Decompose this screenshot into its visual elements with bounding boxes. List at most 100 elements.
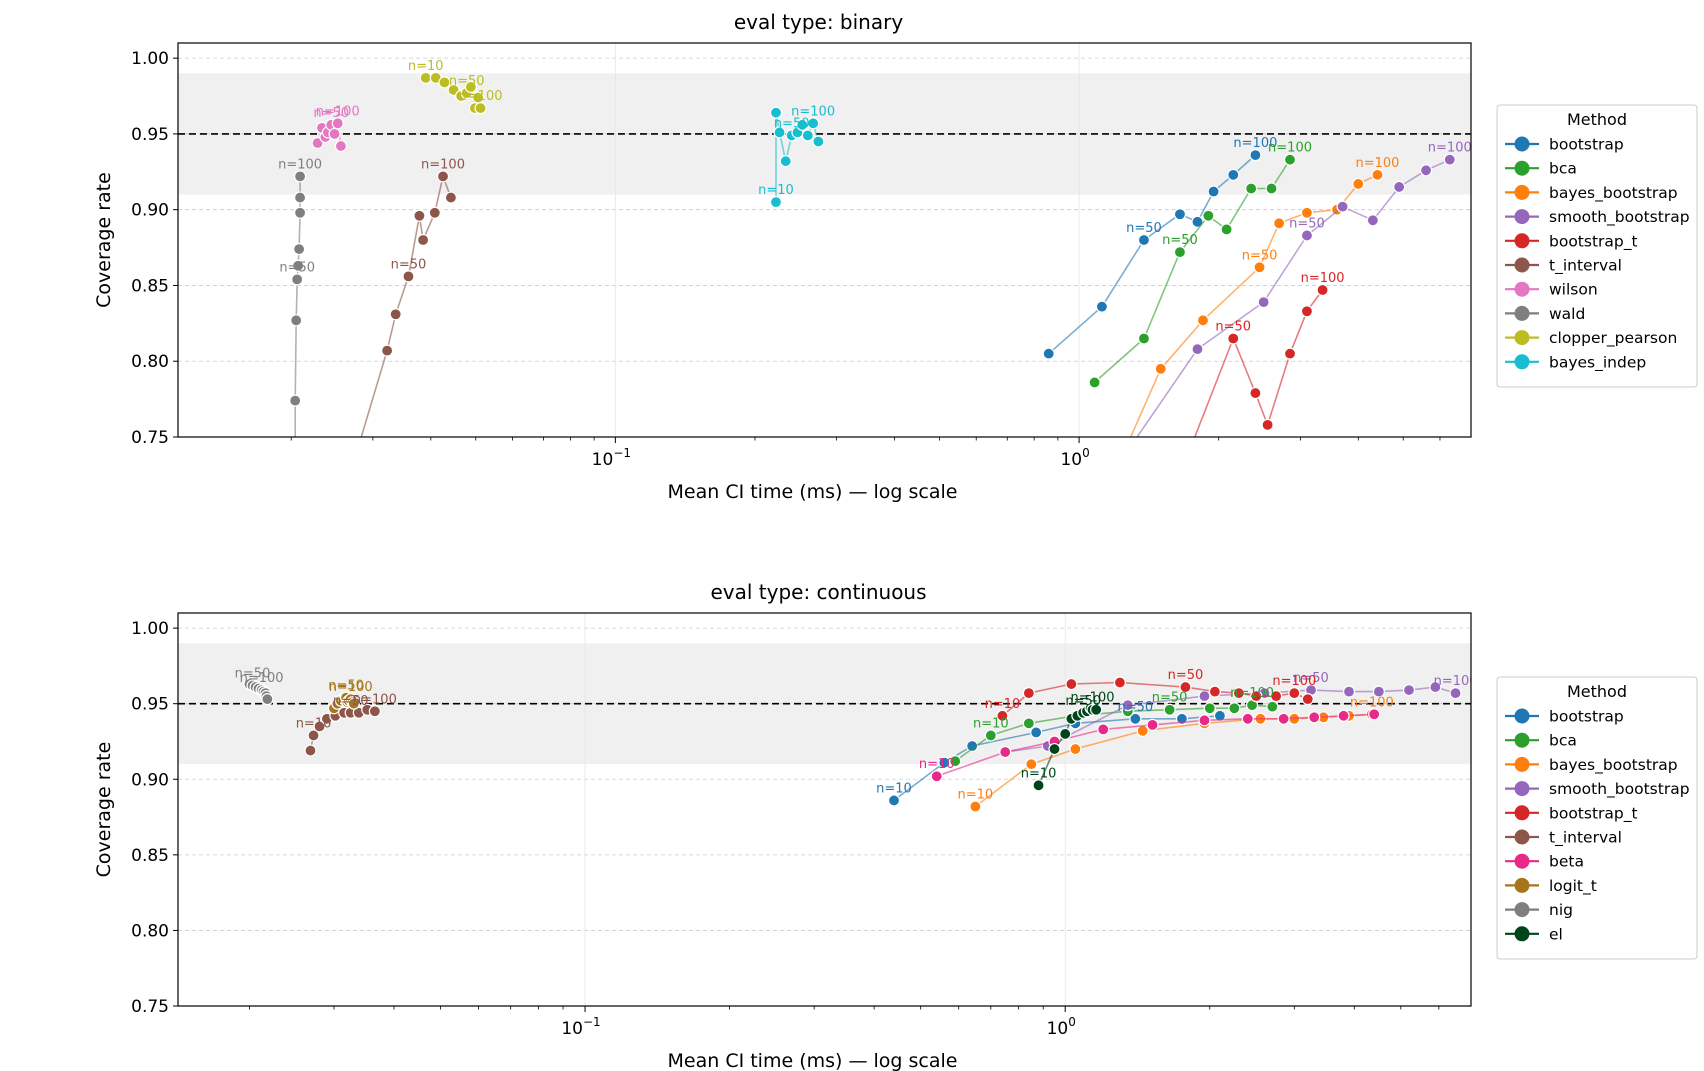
data-label: n=10 [408, 59, 444, 74]
x-tick-label: 10−1 [561, 1015, 600, 1039]
data-point [328, 127, 341, 141]
data-label: n=10 [296, 716, 332, 731]
data-label: n=50 [391, 257, 427, 272]
data-point [1097, 723, 1110, 736]
data-label: n=50 [1065, 694, 1101, 709]
y-tick-label: 0.80 [131, 921, 169, 941]
data-point [1393, 180, 1406, 194]
data-point [293, 242, 306, 256]
data-point [966, 739, 979, 753]
y-tick-label: 0.95 [131, 125, 169, 145]
y-tick-label: 0.80 [131, 352, 169, 372]
data-label: n=10 [758, 183, 794, 198]
data-point [1266, 700, 1279, 713]
data-point [334, 139, 348, 153]
y-tick-label: 0.85 [131, 276, 169, 296]
y-tick-label: 0.75 [131, 428, 169, 448]
data-label: n=100 [791, 104, 835, 119]
series-bootstrap-t [1193, 283, 1329, 437]
data-point [474, 102, 487, 115]
data-point [1163, 703, 1176, 716]
data-point [293, 170, 307, 183]
data-point [1366, 214, 1379, 227]
legend-swatch-marker [1514, 160, 1530, 176]
data-point [290, 314, 303, 327]
series-smooth-bootstrap [1136, 153, 1456, 437]
data-point [1249, 386, 1262, 400]
plot-frame [177, 612, 1472, 1007]
legend-label: bootstrap [1549, 708, 1624, 726]
data-point [1191, 343, 1204, 356]
legend-title: Method [1567, 682, 1627, 701]
data-point [1032, 779, 1045, 792]
data-point [1025, 758, 1038, 771]
data-point [1245, 182, 1258, 195]
chart-title: eval type: binary [734, 10, 903, 34]
data-label: n=10 [958, 787, 994, 802]
series-t-interval [360, 170, 458, 437]
data-point [1065, 677, 1078, 691]
legend-box [1496, 104, 1698, 388]
data-point [1198, 690, 1211, 703]
legend-label: wilson [1549, 281, 1598, 299]
legend-label: bootstrap_t [1549, 232, 1638, 251]
data-point [1090, 703, 1103, 716]
legend-label: bca [1549, 732, 1577, 750]
legend-swatch-marker [1514, 281, 1530, 297]
data-label: n=50 [1118, 700, 1154, 715]
data-point [930, 770, 943, 783]
data-point [402, 270, 415, 283]
data-point [1095, 300, 1109, 313]
legend-label: logit_t [1549, 877, 1597, 896]
data-point [1352, 177, 1365, 191]
y-tick-label: 1.00 [131, 49, 169, 69]
data-label: n=10 [876, 781, 912, 796]
data-label: n=100 [353, 692, 397, 707]
data-label: n=50 [333, 694, 369, 709]
series-bootstrap-t [996, 676, 1314, 722]
data-point [1136, 724, 1149, 738]
legend-label: bootstrap [1549, 136, 1624, 154]
data-point [1196, 314, 1210, 327]
data-label: n=100 [240, 671, 284, 686]
data-point [436, 170, 450, 183]
data-point [999, 745, 1012, 759]
data-point [1270, 690, 1283, 703]
data-point [1300, 305, 1314, 318]
data-point [1227, 332, 1240, 345]
data-label: n=100 [1230, 686, 1274, 701]
y-tick-label: 0.90 [131, 770, 169, 790]
y-tick-label: 0.85 [131, 846, 169, 866]
data-point [1030, 726, 1043, 739]
data-label: n=100 [1272, 674, 1316, 689]
data-point [996, 709, 1009, 722]
data-point [1069, 742, 1082, 756]
data-point [428, 206, 441, 219]
data-label: n=10 [973, 716, 1009, 731]
data-label: n=100 [1356, 156, 1400, 171]
data-point [1283, 153, 1297, 166]
data-point [261, 693, 274, 706]
data-point [304, 744, 317, 757]
data-point [1368, 708, 1381, 721]
data-label: n=100 [1268, 141, 1312, 156]
series-bca [1088, 153, 1297, 389]
data-point [368, 705, 381, 718]
data-point [1137, 332, 1151, 345]
legend-label: clopper_pearson [1549, 329, 1677, 348]
chart-title: eval type: continuous [710, 580, 926, 604]
data-point [1283, 347, 1297, 360]
legend-box [1496, 676, 1698, 960]
data-point [969, 800, 982, 813]
data-point [949, 755, 962, 768]
data-point [1207, 185, 1220, 198]
x-tick-label: 100 [1047, 1015, 1076, 1039]
data-point [389, 308, 402, 321]
data-point [293, 206, 307, 219]
data-point [1336, 200, 1349, 213]
data-point [1261, 418, 1274, 431]
legend-label: wald [1549, 305, 1585, 323]
legend-label: t_interval [1549, 829, 1622, 848]
data-point [807, 117, 820, 130]
